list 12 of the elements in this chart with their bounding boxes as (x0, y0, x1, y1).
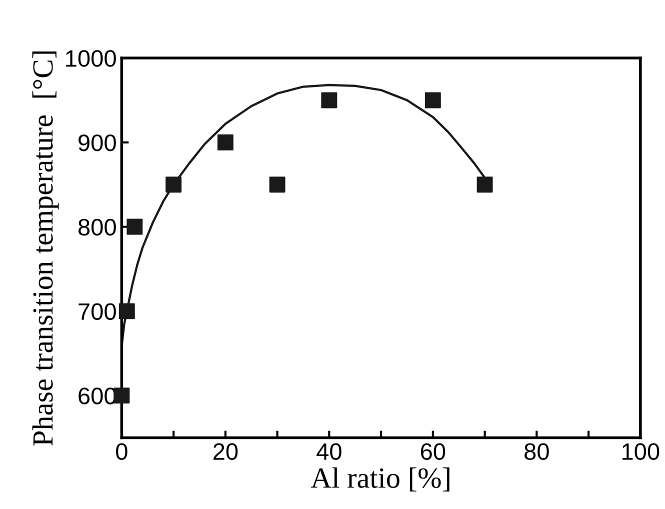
y-tick-label: 700 (78, 303, 116, 320)
x-axis-title: Al ratio [%] (310, 467, 450, 492)
x-tick-label: 40 (316, 443, 342, 460)
y-tick-label: 900 (78, 134, 116, 152)
x-tick-label: 100 (622, 443, 660, 460)
y-axis-title: Phase transition temperature [°C] (32, 51, 59, 446)
y-tick-label: 800 (78, 218, 116, 236)
x-tick-label: 20 (213, 443, 238, 460)
x-tick-label: 80 (524, 443, 549, 460)
x-tick-label: 0 (116, 443, 128, 460)
x-tick-label: 60 (420, 443, 446, 460)
y-tick-label: 1000 (66, 50, 116, 67)
